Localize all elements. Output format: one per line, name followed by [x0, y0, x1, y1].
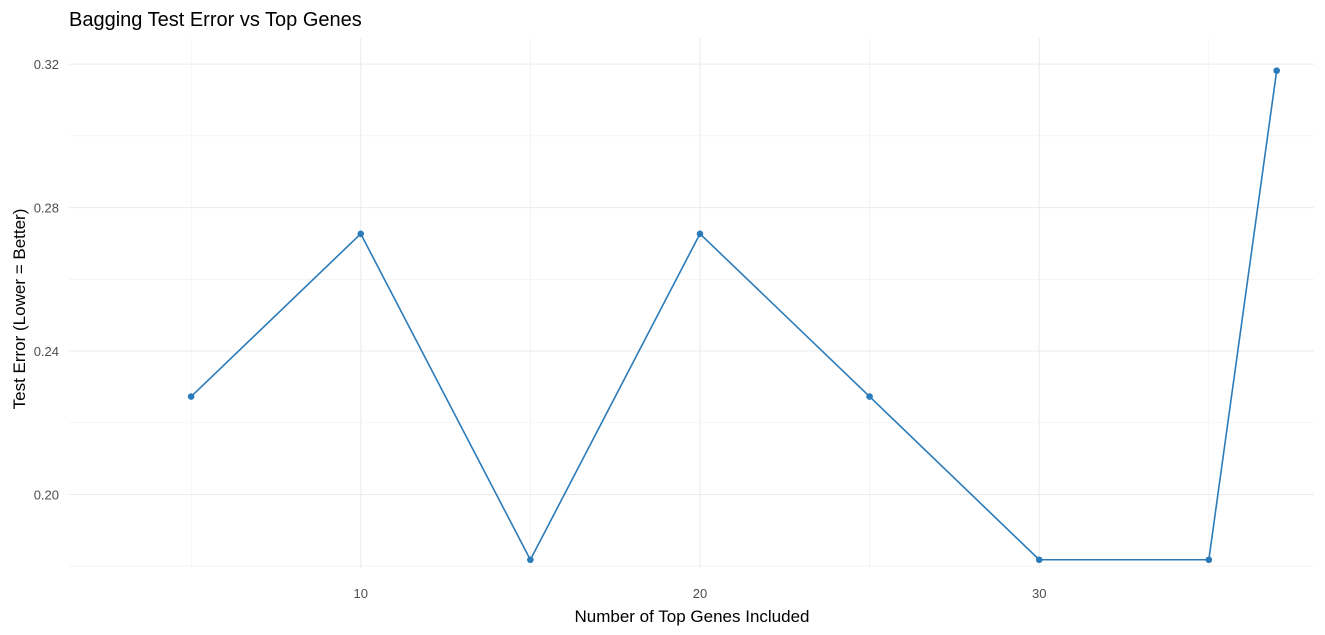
- data-point: [187, 393, 195, 400]
- series-layer: [190, 70, 1278, 561]
- y-axis-ticks: 0.20 0.24 0.28 0.32: [34, 57, 59, 502]
- x-axis-title: Number of Top Genes Included: [575, 607, 810, 626]
- data-point: [866, 393, 873, 400]
- y-tick-label: 0.20: [34, 487, 59, 502]
- point-layer: [187, 67, 1280, 564]
- data-point: [696, 230, 704, 238]
- y-tick-label: 0.28: [34, 201, 59, 216]
- x-axis-ticks: 10 20 30: [354, 586, 1047, 601]
- y-axis-title: Test Error (Lower = Better): [10, 209, 29, 410]
- x-tick-label: 30: [1032, 586, 1046, 601]
- grid-layer: [69, 38, 1314, 568]
- y-tick-label: 0.32: [34, 57, 59, 72]
- x-tick-label: 20: [693, 586, 707, 601]
- series-line: [190, 70, 1278, 561]
- data-point: [1205, 556, 1213, 564]
- data-point: [1035, 556, 1043, 564]
- data-point: [527, 556, 534, 564]
- x-tick-label: 10: [354, 586, 368, 601]
- data-point: [357, 230, 365, 238]
- chart-title: Bagging Test Error vs Top Genes: [69, 9, 362, 31]
- data-point: [1273, 67, 1280, 74]
- y-tick-label: 0.24: [34, 344, 59, 359]
